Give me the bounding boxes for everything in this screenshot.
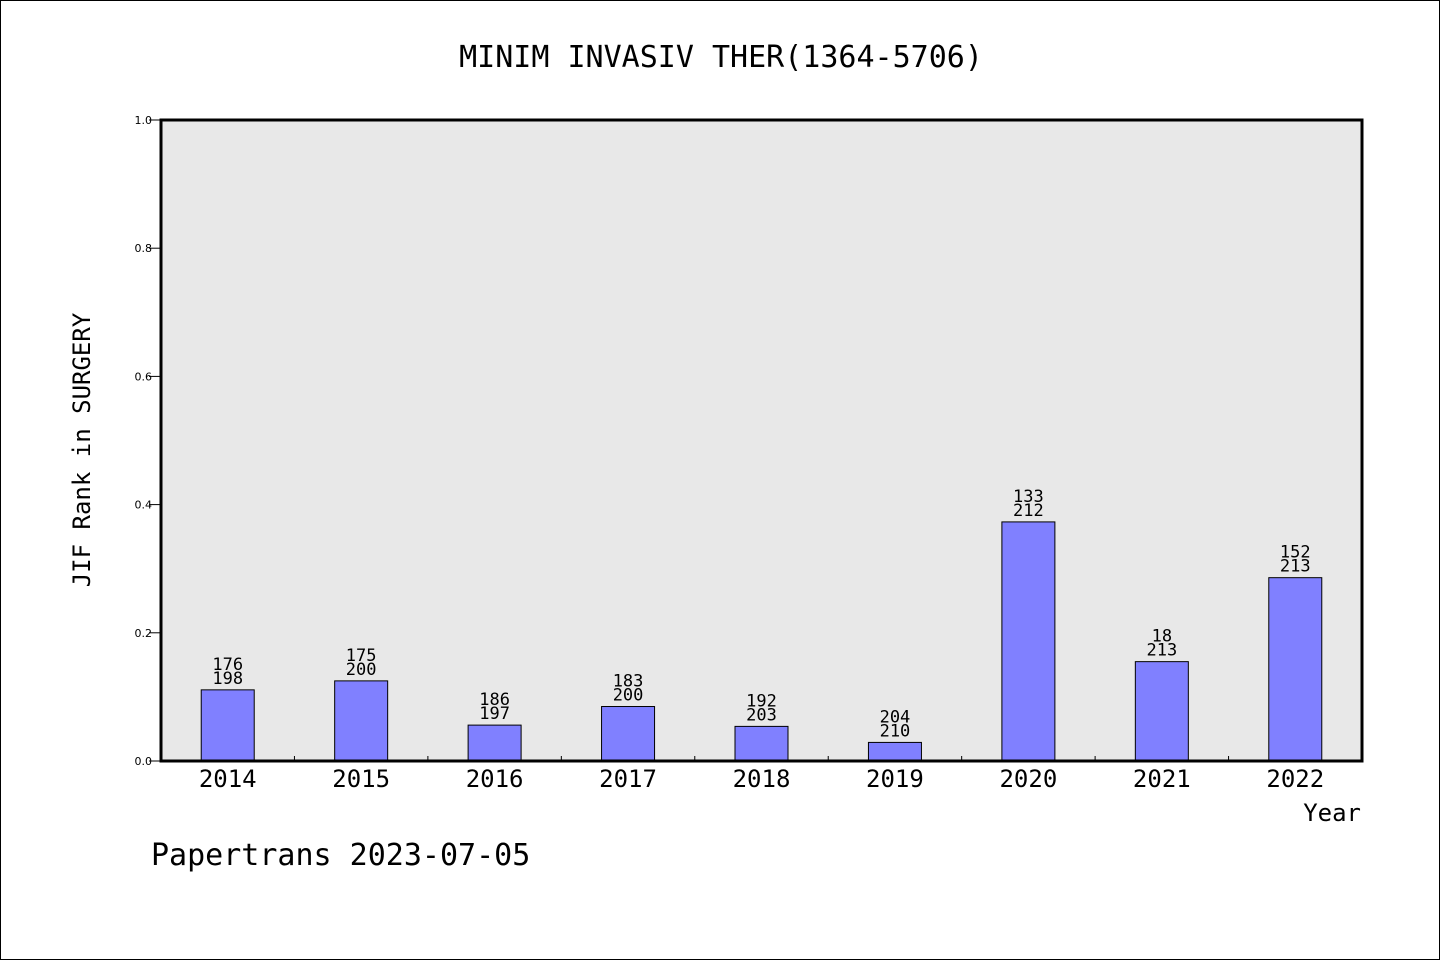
x-tick-label: 2019 <box>866 765 924 793</box>
x-tick-label: 2015 <box>332 765 390 793</box>
footer-credit: Papertrans 2023-07-05 <box>151 838 530 873</box>
x-axis-label: Year <box>1303 799 1361 827</box>
plot-area <box>161 120 1362 761</box>
bar <box>1134 661 1189 762</box>
chart-title: MINIM INVASIV THER(1364-5706) <box>459 40 983 75</box>
bar-total-label: 210 <box>880 721 911 741</box>
x-tick-label: 2021 <box>1133 765 1191 793</box>
bar-total-label: 200 <box>346 660 377 680</box>
bar-rank-label: 183 <box>613 672 644 692</box>
bar <box>467 724 522 762</box>
bar-rank-label: 175 <box>346 646 377 666</box>
bar <box>601 706 656 762</box>
plot-border <box>159 118 1364 763</box>
bar <box>867 741 922 762</box>
y-tick-label: 0.0 <box>135 755 153 768</box>
y-tick-label: 1.0 <box>135 114 153 127</box>
x-tick-label: 2022 <box>1266 765 1324 793</box>
bar <box>200 689 255 762</box>
x-tick-label: 2017 <box>599 765 657 793</box>
y-axis: 0.0 0.2 0.4 0.6 0.8 1.0 <box>135 114 161 768</box>
x-tick-label: 2018 <box>733 765 791 793</box>
bar <box>1001 521 1056 762</box>
x-tick-label: 2014 <box>199 765 257 793</box>
bar-total-label: 197 <box>479 704 510 724</box>
bar <box>334 680 389 762</box>
x-tick-label: 2016 <box>466 765 524 793</box>
bar-total-label: 213 <box>1146 641 1177 661</box>
bar-rank-label: 176 <box>212 655 243 675</box>
bar <box>1268 577 1323 762</box>
bar-rank-label: 186 <box>479 690 510 710</box>
y-tick-label: 0.8 <box>135 242 153 255</box>
bar-total-label: 203 <box>746 705 777 725</box>
bar-rank-label: 133 <box>1013 487 1044 507</box>
bar-rank-label: 18 <box>1152 627 1172 647</box>
bar <box>734 725 789 762</box>
y-axis-label: JIF Rank in SURGERY <box>68 312 96 587</box>
bar-total-label: 198 <box>212 669 243 689</box>
bars-group <box>200 521 1323 762</box>
bar-rank-label: 152 <box>1280 543 1311 563</box>
y-tick-label: 0.6 <box>135 370 153 383</box>
bar-total-label: 200 <box>613 686 644 706</box>
bar-total-label: 213 <box>1280 557 1311 577</box>
x-tick-label: 2020 <box>999 765 1057 793</box>
y-tick-label: 0.4 <box>135 499 153 512</box>
bar-rank-label: 192 <box>746 691 777 711</box>
bar-total-label: 212 <box>1013 501 1044 521</box>
y-tick-label: 0.2 <box>135 627 153 640</box>
x-axis: 2014 2015 2016 2017 2018 2019 2020 2021 2022 <box>199 756 1324 793</box>
bar-rank-label: 204 <box>880 707 911 727</box>
